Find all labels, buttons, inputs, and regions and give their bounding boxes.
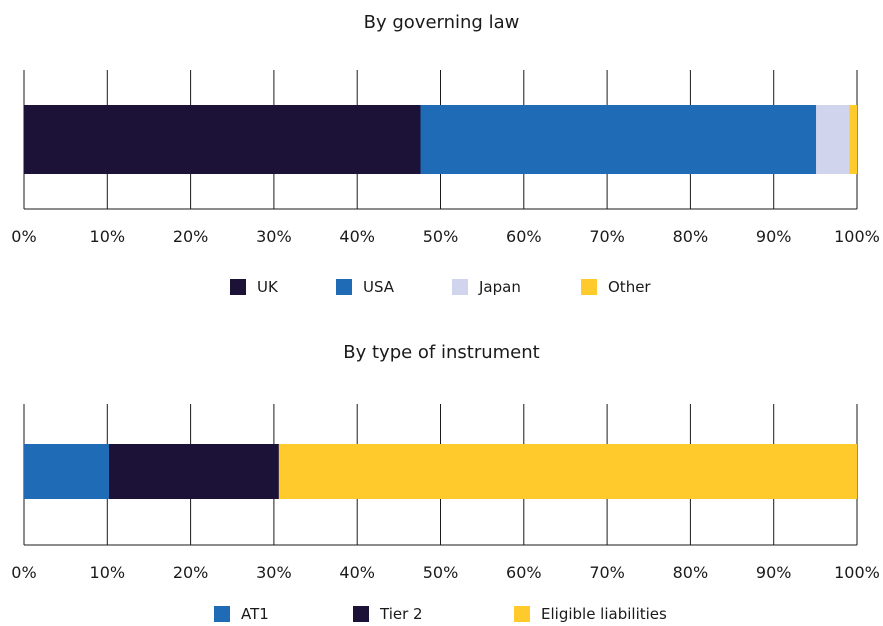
legend-label: AT1 [241, 605, 269, 623]
legend-swatch [514, 606, 530, 622]
legend-label: USA [363, 278, 395, 296]
legend-label: Other [608, 278, 651, 296]
bar-segment-tier-2 [108, 444, 279, 499]
legend-swatch [214, 606, 230, 622]
bar-segment-usa [420, 105, 817, 174]
x-tick-label: 40% [339, 227, 375, 246]
x-tick-label: 100% [834, 563, 880, 582]
legend-label: Eligible liabilities [541, 605, 667, 623]
bar-segment-at1 [24, 444, 109, 499]
x-tick-label: 90% [756, 563, 792, 582]
legend-swatch [452, 279, 468, 295]
bar-segment-eligible-liabilities [278, 444, 857, 499]
x-tick-label: 90% [756, 227, 792, 246]
x-tick-label: 70% [589, 227, 625, 246]
legend-swatch [353, 606, 369, 622]
legend-label: UK [257, 278, 279, 296]
chart-title: By type of instrument [343, 342, 539, 363]
x-tick-label: 80% [673, 227, 709, 246]
legend-label: Tier 2 [379, 605, 423, 623]
x-tick-label: 100% [834, 227, 880, 246]
x-tick-label: 80% [673, 563, 709, 582]
x-tick-label: 50% [423, 563, 459, 582]
x-tick-label: 70% [589, 563, 625, 582]
chart-title: By governing law [364, 12, 520, 33]
legend-swatch [581, 279, 597, 295]
x-tick-label: 60% [506, 227, 542, 246]
bar-segment-japan [816, 105, 850, 174]
bar-segment-uk [24, 105, 421, 174]
x-tick-label: 60% [506, 563, 542, 582]
x-tick-label: 30% [256, 227, 292, 246]
x-tick-label: 20% [173, 563, 209, 582]
x-tick-label: 0% [11, 227, 36, 246]
x-tick-label: 10% [90, 227, 126, 246]
x-tick-label: 30% [256, 563, 292, 582]
legend-swatch [230, 279, 246, 295]
legend-label: Japan [478, 278, 521, 296]
bar-segment-other [849, 105, 857, 174]
x-tick-label: 50% [423, 227, 459, 246]
x-tick-label: 0% [11, 563, 36, 582]
x-tick-label: 20% [173, 227, 209, 246]
x-tick-label: 10% [90, 563, 126, 582]
legend-swatch [336, 279, 352, 295]
x-tick-label: 40% [339, 563, 375, 582]
